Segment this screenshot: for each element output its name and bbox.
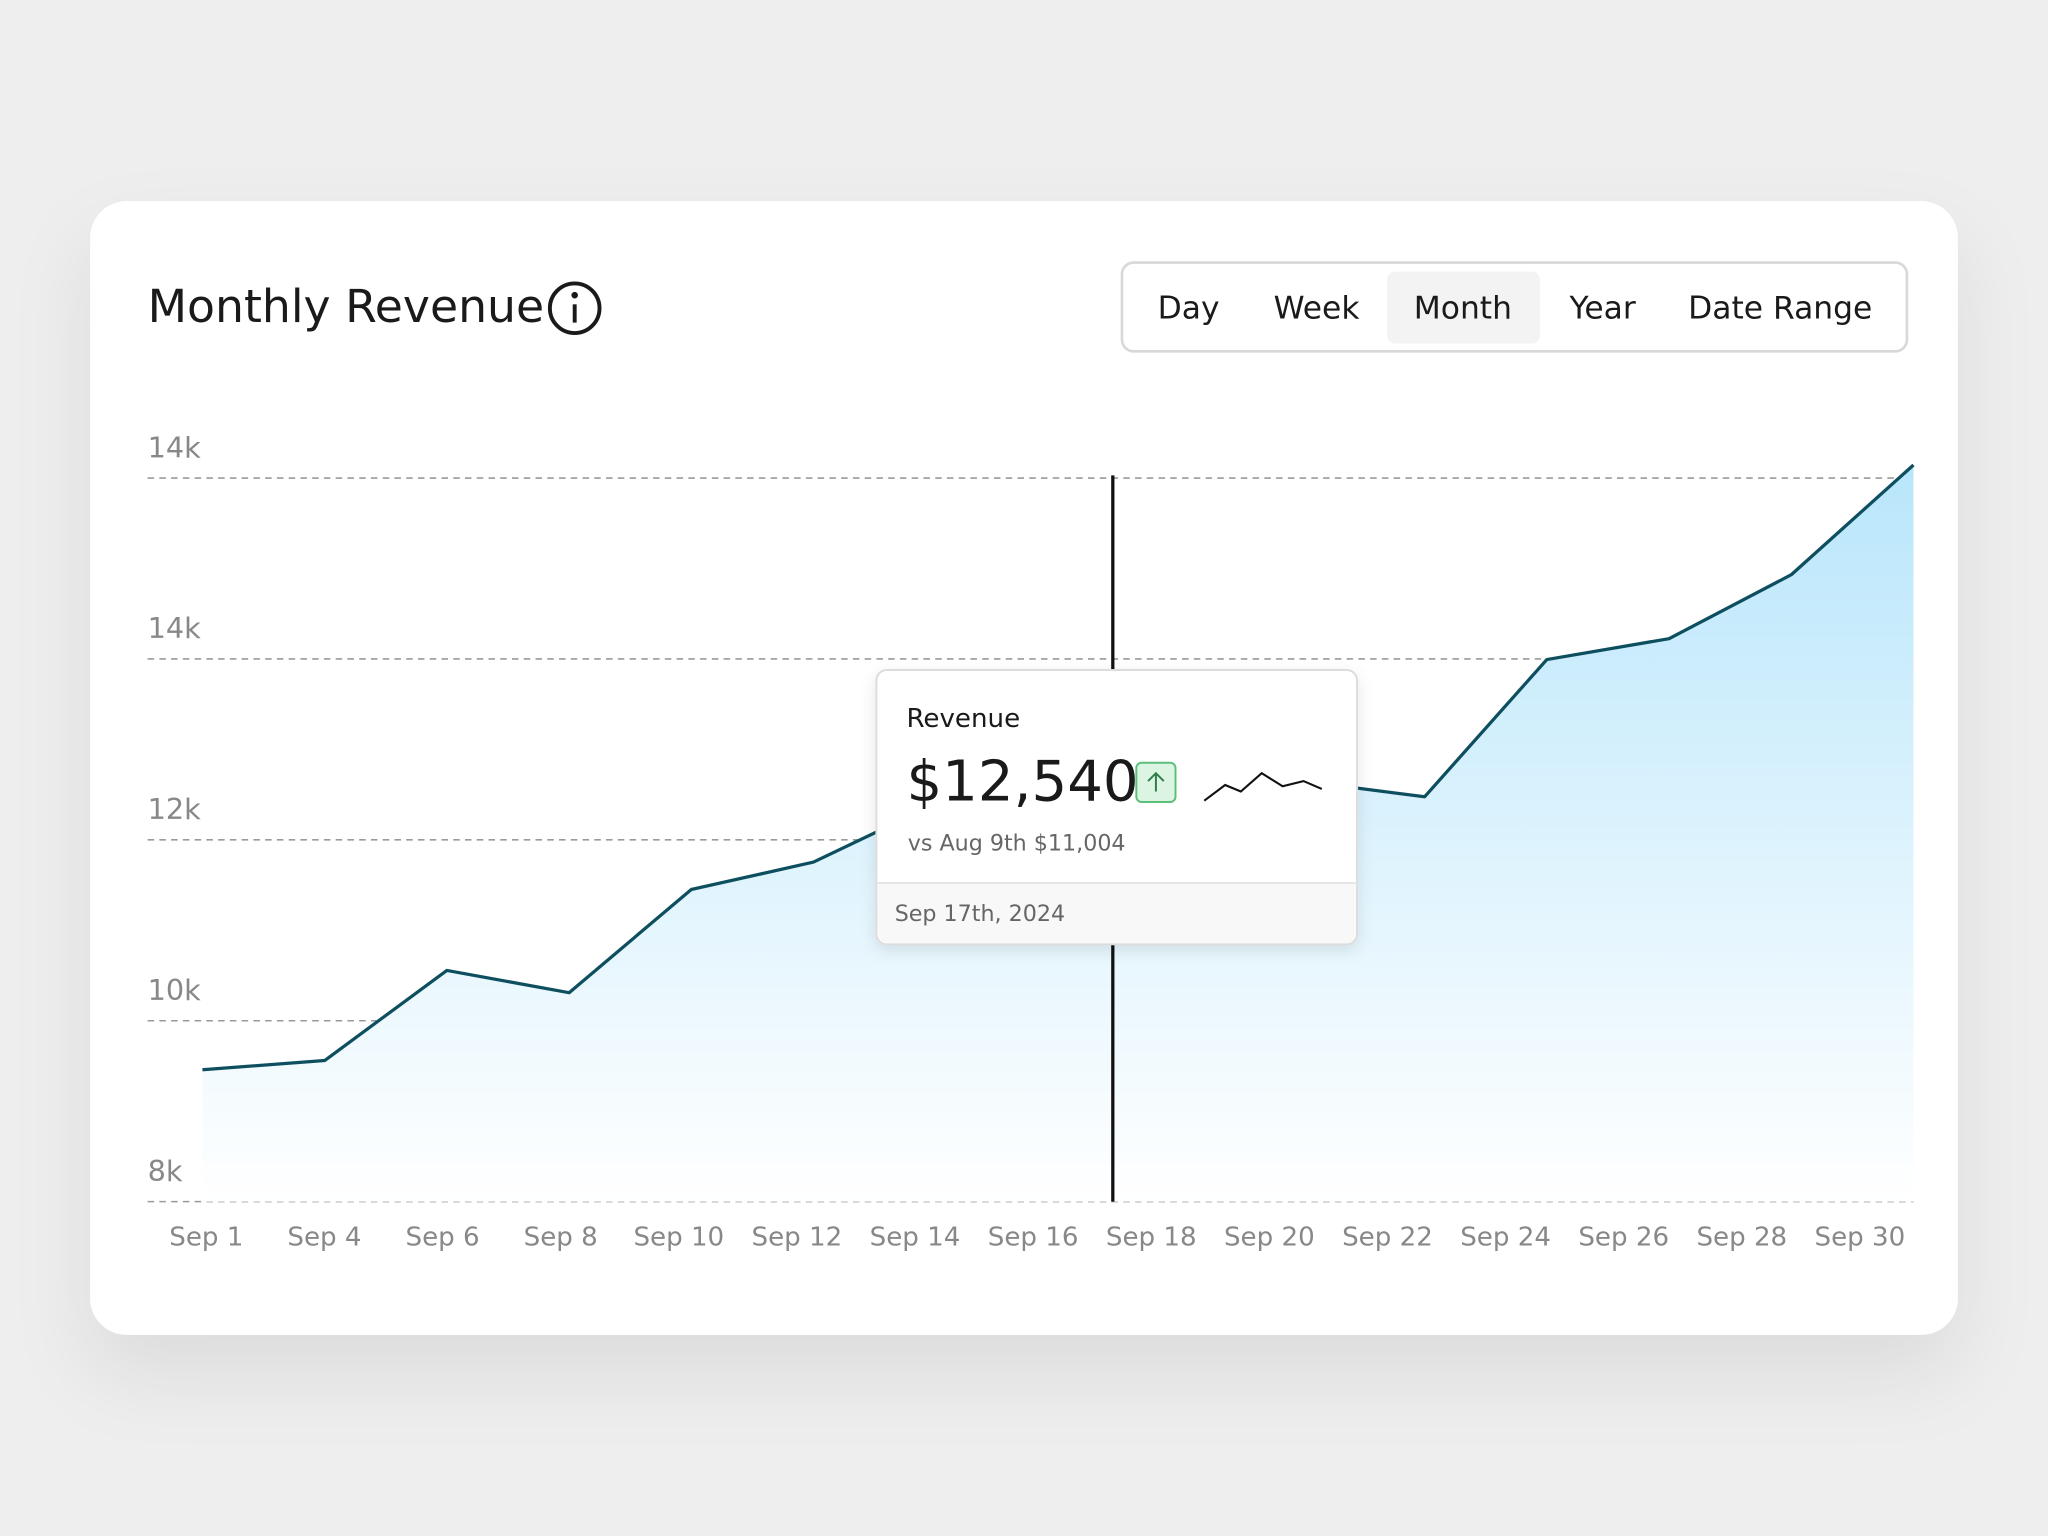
y-tick-label: 14k: [148, 430, 202, 464]
segment-button[interactable]: Day: [1158, 291, 1220, 327]
x-tick-label: Sep 30: [1815, 1223, 1906, 1253]
tooltip-comparison: vs Aug 9th $11,004: [908, 830, 1126, 856]
tooltip-amount: $12,540: [906, 750, 1138, 815]
x-tick-label: Sep 1: [169, 1223, 243, 1253]
x-tick-label: Sep 16: [988, 1223, 1079, 1253]
x-tick-label: Sep 18: [1106, 1223, 1197, 1253]
x-tick-label: Sep 24: [1460, 1223, 1551, 1253]
x-tick-label: Sep 14: [870, 1223, 961, 1253]
tooltip-box: [875, 669, 1359, 946]
sparkline: [1203, 771, 1323, 802]
tooltip-date: Sep 17th, 2024: [895, 901, 1065, 927]
x-tick-label: Sep 12: [752, 1223, 843, 1253]
tooltip-footer: [877, 882, 1356, 944]
x-tick-label: Sep 26: [1578, 1223, 1669, 1253]
segment-button[interactable]: Year: [1568, 291, 1635, 327]
x-tick-label: Sep 10: [633, 1223, 724, 1253]
info-icon[interactable]: [547, 281, 602, 336]
x-tick-label: Sep 20: [1224, 1223, 1315, 1253]
trend-up-icon: [1135, 761, 1177, 803]
segment-button[interactable]: Week: [1274, 291, 1361, 327]
y-tick-label: 12k: [148, 792, 202, 826]
x-tick-label: Sep 8: [524, 1223, 598, 1253]
tooltip: Revenue $12,540 vs Aug 9th $11,004 Sep 1…: [875, 669, 1359, 946]
segment-button[interactable]: Date Range: [1688, 291, 1872, 327]
y-tick-label: 14k: [148, 611, 202, 645]
x-tick-label: Sep 6: [406, 1223, 480, 1253]
segment-button[interactable]: Month: [1414, 291, 1512, 327]
y-tick-label: 8k: [148, 1154, 183, 1188]
active-segment: [1387, 271, 1540, 344]
tooltip-label: Revenue: [906, 704, 1020, 734]
x-tick-label: Sep 22: [1342, 1223, 1433, 1253]
y-tick-label: 10k: [148, 973, 202, 1007]
card-title: Monthly Revenue: [148, 280, 545, 333]
x-tick-label: Sep 4: [287, 1223, 361, 1253]
x-tick-label: Sep 28: [1696, 1223, 1787, 1253]
